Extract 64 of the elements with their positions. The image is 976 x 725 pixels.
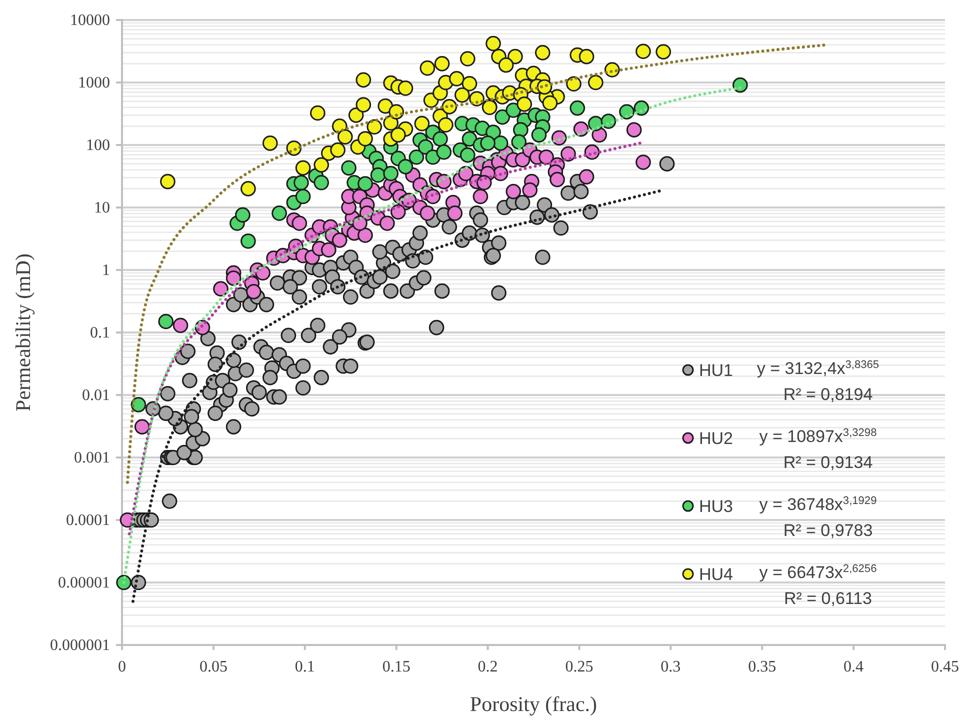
legend-label: HU4 [699, 565, 734, 584]
annotation: R² = 0,8194 [783, 385, 873, 404]
y-tick-label: 0.001 [74, 450, 110, 467]
legend-label: HU3 [699, 497, 734, 516]
x-tick-label: 0.45 [931, 658, 959, 676]
annotation: y = 10897x$^{3,3298}$ [759, 427, 877, 446]
point [492, 136, 508, 151]
point [370, 167, 386, 183]
point [513, 122, 528, 138]
x-tick-label: 0.3 [660, 658, 681, 676]
annotation: R² = 0,9134 [783, 453, 873, 472]
y-tick-label: 0.000001 [50, 637, 110, 654]
point [295, 188, 311, 204]
x-tick-label: 0.1 [294, 658, 315, 676]
point [732, 77, 748, 93]
point [462, 131, 478, 147]
legend-label: HU1 [699, 361, 734, 380]
point [116, 574, 132, 590]
point [158, 314, 174, 330]
point [408, 149, 424, 165]
point [314, 174, 330, 190]
point [398, 159, 414, 174]
y-tick-label: 10 [94, 200, 110, 217]
annotation: y = 66473x$^{2,6256}$ [759, 563, 877, 582]
y-tick-label: 0.0001 [66, 512, 110, 530]
x-tick-label: 0 [118, 658, 126, 676]
point [294, 174, 309, 190]
annotation: y = 3132,4x$^{3,8365}$ [756, 359, 880, 378]
x-tick-label: 0.35 [748, 658, 776, 676]
point [418, 139, 434, 155]
point [494, 109, 510, 125]
x-tick-label: 0.05 [199, 658, 228, 676]
y-tick-label: 1 [102, 262, 110, 280]
point [506, 102, 522, 118]
point [383, 166, 399, 182]
point [511, 134, 527, 150]
point [235, 207, 250, 223]
y-tick-label: 0.01 [82, 387, 110, 404]
y-tick-label: 100 [86, 137, 110, 154]
point [480, 136, 496, 151]
point [358, 176, 373, 192]
point [240, 233, 256, 249]
point [531, 127, 547, 143]
x-axis-title: Porosity (frac.) [470, 692, 598, 716]
point [460, 147, 476, 163]
x-tick-label: 0.15 [382, 658, 410, 676]
x-tick-label: 0.2 [478, 658, 498, 676]
point [130, 397, 146, 412]
point [341, 160, 356, 176]
annotation: y = 36748x$^{3,1929}$ [759, 495, 877, 514]
point [436, 144, 452, 160]
annotation: R² = 0,6113 [784, 589, 872, 608]
y-axis-title: Permeability (mD) [11, 253, 35, 412]
point [570, 100, 586, 116]
point [432, 131, 448, 147]
y-tick-label: 0.00001 [58, 574, 110, 592]
y-tick-label: 1000 [78, 74, 110, 92]
point [272, 206, 287, 221]
y-tick-label: 10000 [70, 12, 110, 30]
y-tick-label: 0.1 [90, 324, 110, 342]
legend-label: HU2 [699, 429, 734, 448]
annotation: R² = 0,9783 [783, 521, 873, 540]
x-tick-label: 0.25 [565, 658, 594, 676]
x-tick-label: 0.4 [844, 658, 864, 676]
